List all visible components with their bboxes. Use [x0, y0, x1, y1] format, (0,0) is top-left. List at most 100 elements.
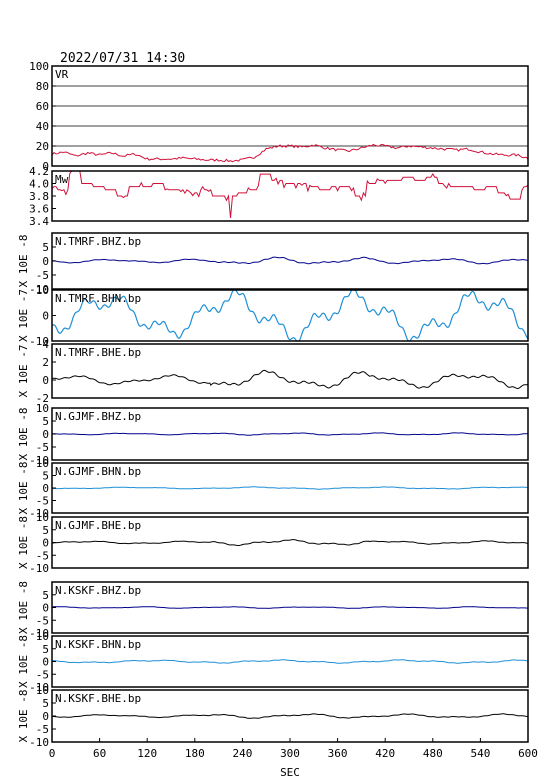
- y-tick-label: -10: [29, 283, 49, 296]
- x-axis-label: SEC: [280, 766, 300, 779]
- y-axis-label: X 10E -8: [17, 235, 30, 288]
- y-tick-label: 0: [42, 602, 49, 615]
- series-line: [52, 256, 528, 265]
- y-tick-label: 0: [42, 160, 49, 173]
- panel-label: N.TMRF.BHZ.bp: [55, 235, 141, 248]
- y-tick-label: -10: [29, 507, 49, 520]
- y-tick-label: 40: [36, 120, 49, 133]
- x-tick-label: 600: [518, 747, 538, 760]
- panel-label: N.TMRF.BHN.bp: [55, 292, 141, 305]
- y-tick-label: 5: [42, 589, 49, 602]
- x-tick-label: 540: [470, 747, 490, 760]
- y-tick-label: 0: [42, 482, 49, 495]
- panel-n-tmrf-bhe-bp: 4 2 0 -2 N.TMRF.BHE.bp X 10E -7: [17, 338, 529, 405]
- y-axis-label: X 10E -8: [17, 581, 30, 634]
- y-tick-label: 10: [36, 511, 49, 524]
- x-tick-label: 240: [232, 747, 252, 760]
- y-tick-label: 3.4: [29, 215, 49, 228]
- panel-n-tmrf-bhn-bp: 10 0 -10 N.TMRF.BHN.bp X 10E -7: [17, 284, 529, 348]
- timestamp: 2022/07/31 14:30: [60, 51, 185, 66]
- x-tick-label: 60: [93, 747, 106, 760]
- y-tick-label: 3.8: [29, 190, 49, 203]
- y-tick-label: -5: [36, 614, 49, 627]
- x-tick-label: 360: [328, 747, 348, 760]
- y-tick-label: 60: [36, 100, 49, 113]
- y-tick-label: -5: [36, 549, 49, 562]
- panel-n-kskf-bhz-bp: 50-5-10 N.KSKF.BHZ.bp X 10E -8: [17, 581, 529, 640]
- panel-label: N.GJMF.BHZ.bp: [55, 410, 141, 423]
- series-line: [51, 606, 528, 609]
- y-tick-label: 10: [36, 402, 49, 415]
- panel-label: N.GJMF.BHE.bp: [55, 519, 141, 532]
- x-tick-label: 120: [137, 747, 157, 760]
- series-line: [51, 539, 529, 546]
- y-axis-label: X 10E -8: [17, 690, 30, 743]
- y-tick-label: 5: [42, 470, 49, 483]
- panel-label: N.KSKF.BHZ.bp: [55, 584, 141, 597]
- panel-mw: 4.24.03.83.63.4 Mw: [29, 165, 529, 228]
- panel-label: N.GJMF.BHN.bp: [55, 465, 141, 478]
- series-line: [51, 369, 529, 390]
- y-axis-label: X 10E -8: [17, 516, 30, 569]
- panel-label: N.KSKF.BHN.bp: [55, 638, 141, 651]
- y-tick-label: 0: [42, 428, 49, 441]
- y-tick-label: 10: [36, 284, 49, 297]
- y-tick-label: -5: [36, 495, 49, 508]
- series-line: [52, 432, 529, 436]
- y-tick-label: 0: [42, 255, 49, 268]
- panel-frame: [51, 343, 529, 399]
- y-tick-label: -10: [29, 681, 49, 694]
- y-tick-label: 10: [36, 457, 49, 470]
- panel-label: N.KSKF.BHE.bp: [55, 692, 141, 705]
- y-axis-label: X 10E -7: [17, 345, 30, 398]
- y-tick-label: 5: [42, 643, 49, 656]
- panel-n-tmrf-bhz-bp: 50-5-10 N.TMRF.BHZ.bp X 10E -8: [17, 232, 529, 296]
- panel-label: VR: [55, 68, 69, 81]
- y-axis-label: X 10E -8: [17, 462, 30, 515]
- y-tick-label: 0: [42, 537, 49, 550]
- y-tick-label: 5: [42, 241, 49, 254]
- series-line: [51, 170, 529, 218]
- series-line: [51, 289, 529, 342]
- panel-vr: 100 80 60 40 20 0 VR: [29, 60, 529, 173]
- y-tick-label: 0: [42, 710, 49, 723]
- series-line: [51, 659, 528, 664]
- x-tick-label: 0: [49, 747, 56, 760]
- panel-label: N.TMRF.BHE.bp: [55, 346, 141, 359]
- series-line: [51, 713, 528, 719]
- y-tick-label: 0: [42, 374, 49, 387]
- y-tick-label: 10: [36, 630, 49, 643]
- panel-frame: [51, 170, 529, 222]
- y-tick-label: -10: [29, 736, 49, 749]
- y-tick-label: 5: [42, 524, 49, 537]
- y-tick-label: 80: [36, 80, 49, 93]
- x-tick-label: 420: [375, 747, 395, 760]
- y-tick-label: -5: [36, 668, 49, 681]
- y-tick-label: 4.0: [29, 178, 49, 191]
- y-tick-label: 4.2: [29, 165, 49, 178]
- y-tick-label: 100: [29, 60, 49, 73]
- x-tick-label: 180: [185, 747, 205, 760]
- y-tick-label: 5: [42, 415, 49, 428]
- y-tick-label: -10: [29, 454, 49, 467]
- y-tick-label: -10: [29, 562, 49, 575]
- y-axis-label: X 10E -8: [17, 408, 30, 461]
- x-tick-label: 300: [280, 747, 300, 760]
- y-tick-label: 0: [42, 656, 49, 669]
- y-tick-label: 10: [36, 684, 49, 697]
- y-tick-label: 3.6: [29, 203, 49, 216]
- series-line: [51, 143, 529, 163]
- x-tick-label: 480: [423, 747, 443, 760]
- y-tick-label: -2: [36, 392, 49, 405]
- y-tick-label: 0: [42, 310, 49, 323]
- y-tick-label: 4: [42, 338, 49, 351]
- y-tick-label: 20: [36, 140, 49, 153]
- y-axis-label: X 10E -7: [17, 289, 30, 342]
- y-tick-label: -10: [29, 627, 49, 640]
